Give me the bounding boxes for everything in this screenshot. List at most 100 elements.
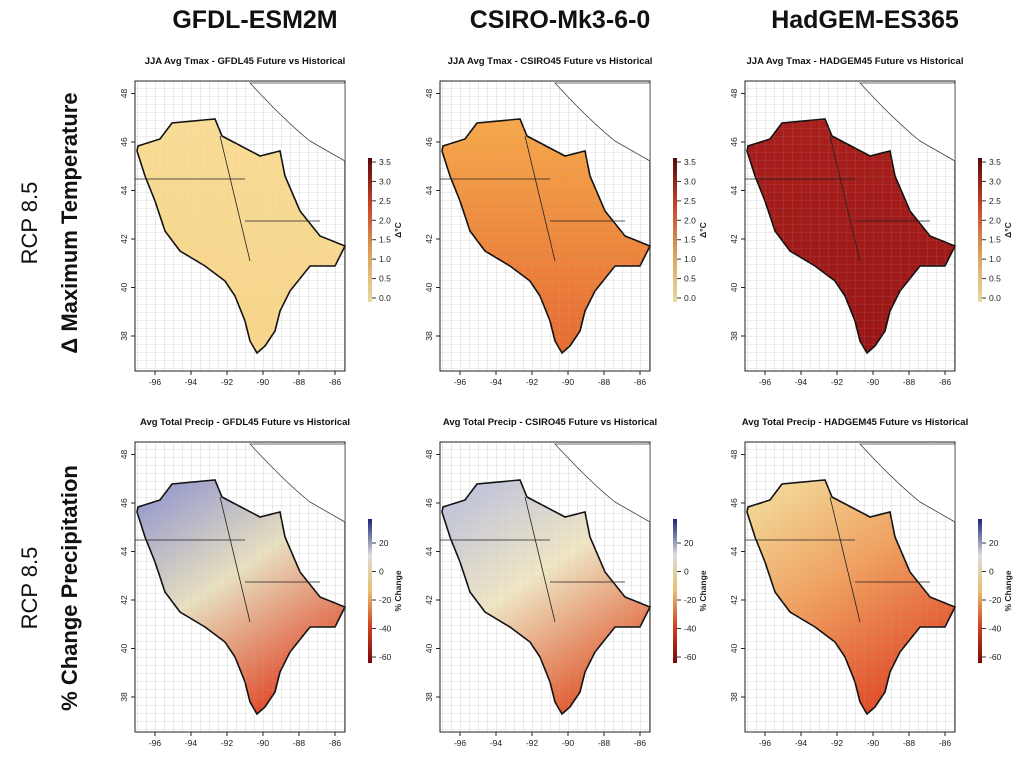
colorbar <box>673 158 677 302</box>
county-grid <box>442 119 650 353</box>
colorbar-tick-label: -40 <box>379 624 392 634</box>
y-tick-label: 44 <box>424 547 434 557</box>
x-tick-label: -92 <box>526 377 539 387</box>
x-tick-label: -86 <box>329 738 342 748</box>
x-tick-label: -92 <box>221 738 234 748</box>
map-panel-5: Avg Total Precip - HADGEM45 Future vs Hi… <box>720 417 1020 762</box>
colorbar-tick-label: 0.0 <box>379 293 391 303</box>
lake-superior-area <box>859 82 956 162</box>
panel-title: Avg Total Precip - HADGEM45 Future vs Hi… <box>741 417 969 428</box>
x-tick-label: -96 <box>149 738 162 748</box>
colorbar-tick-label: 3.0 <box>684 176 696 186</box>
colorbar-tick-label: 3.5 <box>379 157 391 167</box>
y-tick-label: 44 <box>729 547 739 557</box>
x-tick-label: -94 <box>185 738 198 748</box>
x-tick-label: -94 <box>795 738 808 748</box>
y-tick-label: 40 <box>424 283 434 293</box>
x-tick-label: -90 <box>562 738 575 748</box>
row-variable-0: Δ Maximum Temperature <box>57 92 82 354</box>
y-tick-label: 46 <box>119 137 129 147</box>
colorbar-tick-label: 2.5 <box>684 196 696 206</box>
x-tick-label: -86 <box>939 738 952 748</box>
state-borders <box>745 496 930 623</box>
map: -96 -94 -92 -90 -88 -86 38 40 42 44 46 48 0.0 0.5 1.0 1… <box>729 80 1013 387</box>
y-tick-label: 38 <box>424 692 434 702</box>
colorbar-tick-label: 0.5 <box>684 274 696 284</box>
x-tick-label: -90 <box>257 377 270 387</box>
y-tick-label: 40 <box>729 644 739 654</box>
x-tick-label: -86 <box>634 738 647 748</box>
y-tick-label: 46 <box>729 137 739 147</box>
panel-title: JJA Avg Tmax - HADGEM45 Future vs Histor… <box>746 56 964 67</box>
x-tick-label: -88 <box>293 738 306 748</box>
y-tick-label: 42 <box>729 234 739 244</box>
colorbar-tick-label: 0 <box>379 567 384 577</box>
x-tick-label: -88 <box>598 377 611 387</box>
x-tick-label: -96 <box>149 377 162 387</box>
row-scenario-1: RCP 8.5 <box>17 546 42 630</box>
colorbar-tick-label: -60 <box>379 652 392 662</box>
x-tick-label: -88 <box>903 377 916 387</box>
panel-title: Avg Total Precip - GFDL45 Future vs Hist… <box>139 417 351 428</box>
y-tick-label: 38 <box>729 692 739 702</box>
colorbar-label: Δ°C <box>1003 222 1013 238</box>
colorbar-tick-label: 2.0 <box>379 215 391 225</box>
county-grid <box>137 480 345 714</box>
colorbar-tick-label: -20 <box>379 595 392 605</box>
y-tick-label: 48 <box>119 450 129 460</box>
x-tick-label: -92 <box>526 738 539 748</box>
x-tick-label: -90 <box>257 738 270 748</box>
y-tick-label: 48 <box>119 89 129 99</box>
x-tick-label: -86 <box>329 377 342 387</box>
column-header-2: HadGEM-ES365 <box>771 6 959 34</box>
colorbar-tick-label: 3.0 <box>379 176 391 186</box>
lake-superior-area <box>249 443 346 523</box>
colorbar-tick-label: 20 <box>379 538 389 548</box>
y-tick-label: 48 <box>729 89 739 99</box>
colorbar-tick-label: -40 <box>684 624 697 634</box>
x-tick-label: -86 <box>634 377 647 387</box>
colorbar-tick-label: 2.5 <box>989 196 1001 206</box>
colorbar-tick-label: 2.5 <box>379 196 391 206</box>
map-panel-1: JJA Avg Tmax - CSIRO45 Future vs Histori… <box>415 56 715 401</box>
colorbar-tick-label: 1.0 <box>684 254 696 264</box>
y-tick-label: 46 <box>729 498 739 508</box>
colorbar-tick-label: 3.0 <box>989 176 1001 186</box>
colorbar-label: % Change <box>393 570 403 611</box>
y-tick-label: 44 <box>119 186 129 196</box>
x-tick-label: -90 <box>867 738 880 748</box>
column-header-1: CSIRO-Mk3-6-0 <box>469 6 651 34</box>
colorbar-tick-label: 3.5 <box>989 157 1001 167</box>
map: -96 -94 -92 -90 -88 -86 38 40 42 44 46 48 -60 -40 -20 0… <box>119 441 403 748</box>
state-borders <box>745 135 930 262</box>
x-tick-label: -94 <box>490 377 503 387</box>
row-scenario-0: RCP 8.5 <box>17 181 42 265</box>
y-tick-label: 40 <box>424 644 434 654</box>
colorbar-tick-label: -60 <box>684 652 697 662</box>
panel-title: JJA Avg Tmax - GFDL45 Future vs Historic… <box>144 56 346 67</box>
x-tick-label: -94 <box>185 377 198 387</box>
column-header-0: GFDL-ESM2M <box>172 6 338 34</box>
y-tick-label: 46 <box>424 137 434 147</box>
county-grid <box>137 119 345 353</box>
colorbar <box>368 158 372 302</box>
x-tick-label: -96 <box>759 738 772 748</box>
panel-title: Avg Total Precip - CSIRO45 Future vs His… <box>442 417 658 428</box>
x-tick-label: -90 <box>867 377 880 387</box>
state-borders <box>440 496 625 623</box>
colorbar-tick-label: 1.0 <box>379 254 391 264</box>
y-tick-label: 48 <box>424 89 434 99</box>
x-tick-label: -94 <box>795 377 808 387</box>
colorbar-tick-label: 1.5 <box>379 235 391 245</box>
x-tick-label: -96 <box>759 377 772 387</box>
map: -96 -94 -92 -90 -88 -86 38 40 42 44 46 48 -60 -40 -20 0… <box>729 441 1013 748</box>
colorbar-tick-label: -20 <box>989 595 1002 605</box>
colorbar-tick-label: 2.0 <box>989 215 1001 225</box>
colorbar <box>978 158 982 302</box>
x-tick-label: -96 <box>454 738 467 748</box>
colorbar-tick-label: 1.0 <box>989 254 1001 264</box>
map: -96 -94 -92 -90 -88 -86 38 40 42 44 46 48 0.0 0.5 1.0 1… <box>424 80 708 387</box>
map: -96 -94 -92 -90 -88 -86 38 40 42 44 46 48 0.0 0.5 1.0 1… <box>119 80 403 387</box>
lake-superior-area <box>554 82 651 162</box>
colorbar-tick-label: 0 <box>684 567 689 577</box>
